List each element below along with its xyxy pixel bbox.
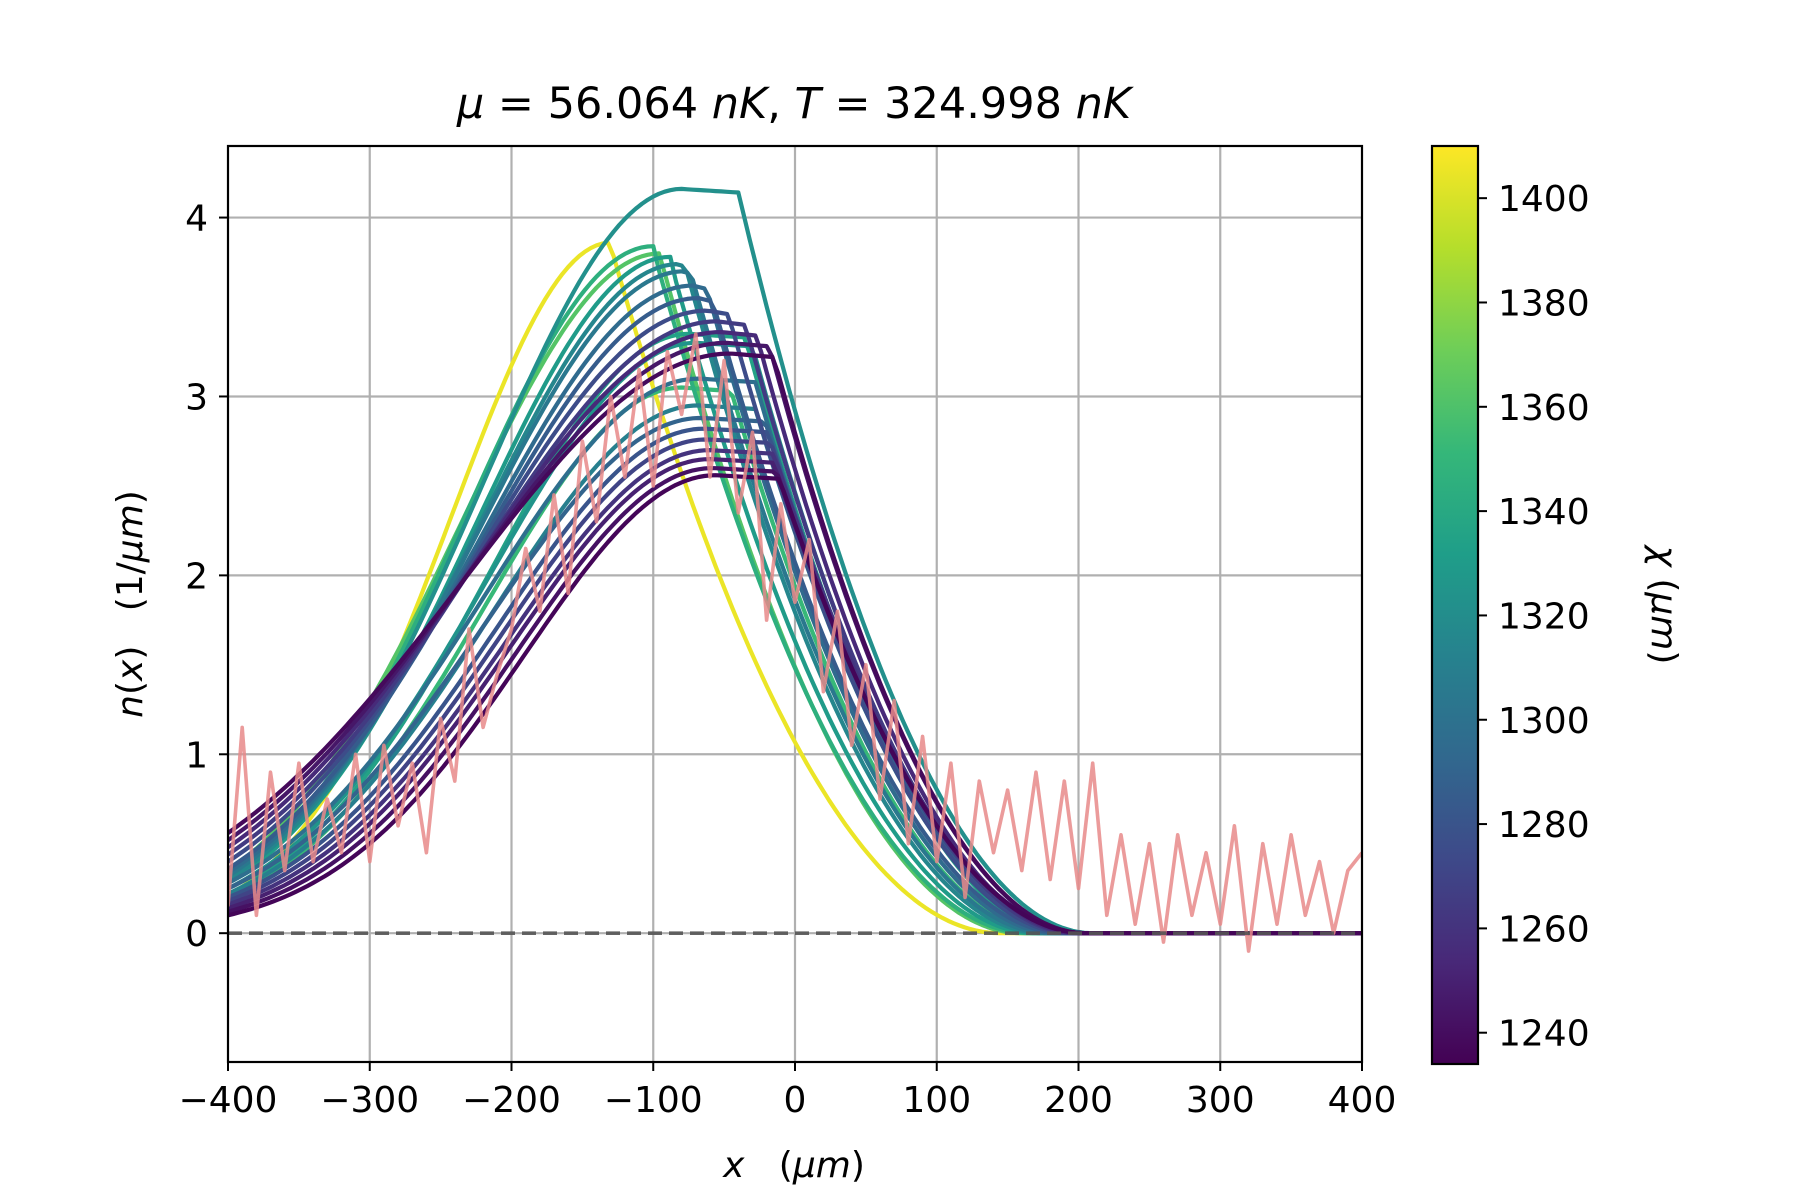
cbar-label-unit-open: ( <box>1643 567 1684 593</box>
ylabel-var: n <box>110 695 151 718</box>
xlabel-unit: μm <box>792 1145 851 1186</box>
xlabel-unit-close: ) <box>851 1145 865 1186</box>
colorbar <box>1430 144 1480 1066</box>
colorbar-tick-label: 1400 <box>1498 179 1590 220</box>
colorbar-tick-label: 1260 <box>1498 909 1590 950</box>
x-axis-label: x (μm) <box>722 1145 865 1186</box>
colorbar-tick-label: 1300 <box>1498 701 1590 742</box>
colorbar-tick-label: 1360 <box>1498 388 1590 429</box>
x-axis-ticks: −400 −300 −200 −100 0 100 200 300 400 <box>179 1062 1397 1121</box>
cbar-label-var: χ <box>1643 544 1684 569</box>
x-tick-label: −100 <box>604 1080 703 1121</box>
y-tick-label: 3 <box>185 377 208 418</box>
colorbar-label: χ (μm) <box>1643 544 1684 665</box>
x-tick-label: 200 <box>1044 1080 1113 1121</box>
cbar-label-unit: μm <box>1643 591 1684 650</box>
x-tick-label: −300 <box>320 1080 419 1121</box>
x-tick-label: 300 <box>1186 1080 1255 1121</box>
measured-data <box>228 332 1362 953</box>
title-t-unit: nK <box>1076 79 1135 129</box>
title-sep: , <box>767 79 794 129</box>
ylabel-arg-close: ) <box>110 646 151 660</box>
xlabel-var: x <box>722 1145 745 1186</box>
y-axis-ticks: 0 1 2 3 4 <box>185 199 228 955</box>
ylabel-unit-close: ) <box>110 490 151 504</box>
y-tick-label: 1 <box>185 735 208 776</box>
colorbar-ticks: 1240 1260 1280 1300 1320 1340 1360 1380 1400 <box>1478 179 1590 1055</box>
ylabel-arg-open: ( <box>110 681 151 695</box>
measured-density-line <box>228 332 1362 953</box>
x-tick-label: 100 <box>902 1080 971 1121</box>
y-axis-label: n(x) (1/μm) <box>110 490 151 718</box>
x-tick-label: −200 <box>462 1080 561 1121</box>
title-mu-unit: nK <box>712 79 771 129</box>
y-tick-label: 0 <box>185 914 208 955</box>
x-tick-label: 0 <box>784 1080 807 1121</box>
y-tick-label: 4 <box>185 199 208 240</box>
ylabel-arg: x <box>110 659 151 682</box>
title-mu-symbol: μ <box>456 79 484 129</box>
chart-title: μ = 56.064 nK, T = 324.998 nK <box>456 79 1135 129</box>
xlabel-unit-open: ( <box>744 1145 792 1186</box>
ylabel-unit: μm <box>110 504 151 563</box>
colorbar-tick-label: 1280 <box>1498 805 1590 846</box>
x-tick-label: 400 <box>1328 1080 1397 1121</box>
title-t-eq: = 324.998 <box>821 79 1076 129</box>
title-t-symbol: T <box>795 79 825 129</box>
colorbar-tick-label: 1380 <box>1498 283 1590 324</box>
ylabel-unit-open: (1/ <box>110 561 151 645</box>
y-tick-label: 2 <box>185 556 208 597</box>
colorbar-tick-label: 1340 <box>1498 492 1590 533</box>
x-tick-label: −400 <box>179 1080 278 1121</box>
cbar-label-unit-close: ) <box>1643 650 1684 664</box>
title-mu-eq: = 56.064 <box>484 79 712 129</box>
colorbar-tick-label: 1240 <box>1498 1014 1590 1055</box>
colorbar-tick-label: 1320 <box>1498 596 1590 637</box>
